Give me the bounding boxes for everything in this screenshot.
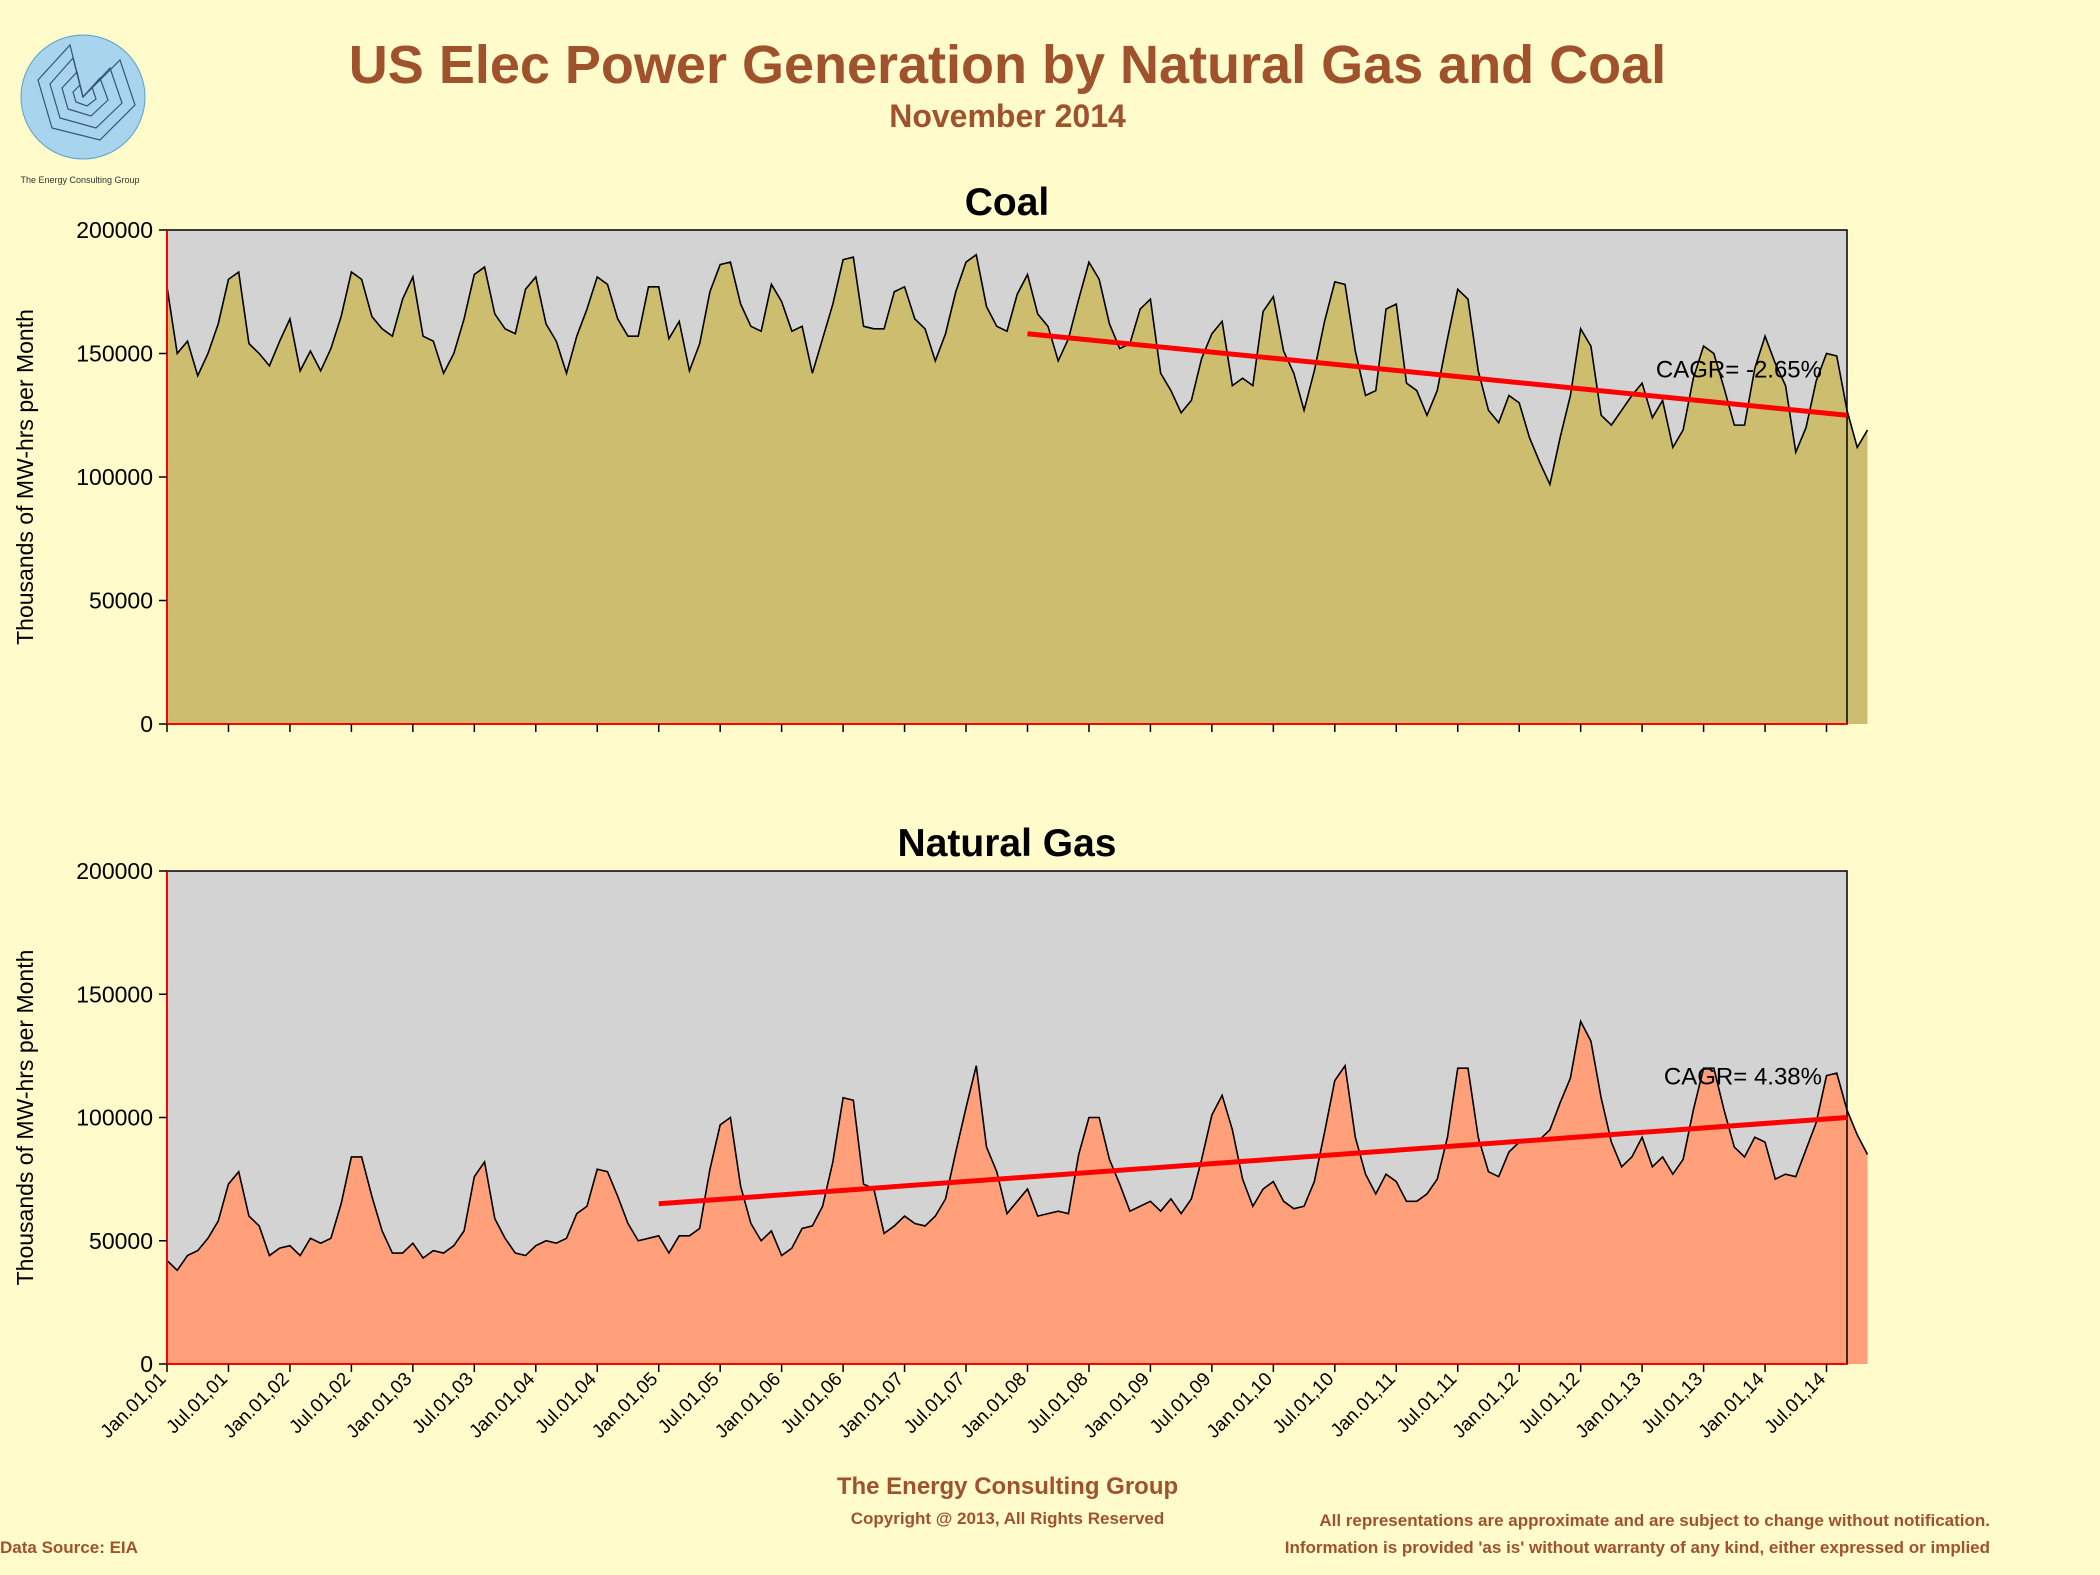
coal-chart-title: Coal <box>965 181 1050 224</box>
natural-gas-chart: 0 50000 100000 150000 200000 Thousands of MW-… <box>12 822 1869 1443</box>
coal-y-axis-label: Thousands of MW-hrs per Month <box>12 309 38 645</box>
gas-chart-title: Natural Gas <box>898 822 1117 865</box>
company-logo: The Energy Consulting Group <box>20 34 146 185</box>
coal-y-tick-label: 50000 <box>89 588 153 614</box>
gas-y-tick-label: 50000 <box>89 1228 153 1254</box>
gas-y-tick-label: 200000 <box>76 858 153 884</box>
gas-x-tick-label: Jan.01,02 <box>220 1369 294 1443</box>
gas-x-tick-label: Jan.01,11 <box>1327 1369 1400 1442</box>
gas-cagr-annotation: CAGR= 4.38% <box>1664 1064 1822 1091</box>
gas-y-tick-label: 100000 <box>76 1105 153 1131</box>
gas-x-tick-label: Jan.01,09 <box>1080 1369 1154 1443</box>
page-subtitle: November 2014 <box>889 98 1126 134</box>
logo-spiral-icon <box>37 43 136 141</box>
gas-y-axis-label: Thousands of MW-hrs per Month <box>12 950 38 1286</box>
gas-x-tick-label: Jan.01,06 <box>711 1369 785 1443</box>
footer-data-source: Data Source: EIA <box>0 1538 138 1557</box>
gas-y-tick-label: 150000 <box>76 981 153 1007</box>
gas-x-tick-label: Jan.01,10 <box>1203 1369 1277 1443</box>
gas-trend-line <box>658 1115 1848 1207</box>
gas-x-tick-label: Jan.01,03 <box>343 1369 417 1443</box>
coal-y-tick-label: 150000 <box>76 341 153 367</box>
coal-trend-line <box>1027 331 1848 418</box>
coal-area-fill <box>167 254 1868 724</box>
gas-x-tick-label: Jan.01,07 <box>834 1369 908 1443</box>
gas-x-tick-label: Jan.01,13 <box>1572 1369 1646 1443</box>
footer-disclaimer-2: Information is provided 'as is' without … <box>1284 1538 1990 1557</box>
gas-x-tick-label: Jul.01,14 <box>1761 1368 1831 1438</box>
gas-x-tick-label: Jan.01,12 <box>1449 1369 1523 1443</box>
coal-series-line <box>166 253 1869 487</box>
gas-y-tick-label: 0 <box>140 1351 153 1377</box>
gas-series-line <box>166 1018 1869 1272</box>
coal-y-tick-label: 100000 <box>76 464 153 490</box>
page-title: US Elec Power Generation by Natural Gas … <box>348 35 1667 95</box>
coal-chart: 0 50000 100000 150000 200000 Thousands of MW-… <box>12 181 1869 737</box>
coal-y-tick-label: 200000 <box>76 217 153 243</box>
gas-x-tick-label: Jan.01,04 <box>465 1368 539 1442</box>
gas-x-tick-label: Jan.01,08 <box>957 1369 1031 1443</box>
logo-text: The Energy Consulting Group <box>20 175 139 185</box>
gas-x-tick-label: Jan.01,01 <box>97 1369 171 1443</box>
footer-disclaimer-1: All representations are approximate and … <box>1319 1511 1990 1530</box>
coal-cagr-annotation: CAGR= -2.65% <box>1656 356 1822 383</box>
gas-x-tick-label: Jan.01,14 <box>1695 1368 1769 1442</box>
gas-area-fill <box>167 1021 1868 1364</box>
footer-org: The Energy Consulting Group <box>836 1473 1179 1500</box>
footer-copyright: Copyright @ 2013, All Rights Reserved <box>850 1509 1165 1528</box>
coal-y-tick-label: 0 <box>140 711 153 737</box>
gas-x-tick-label: Jan.01,05 <box>588 1369 662 1443</box>
